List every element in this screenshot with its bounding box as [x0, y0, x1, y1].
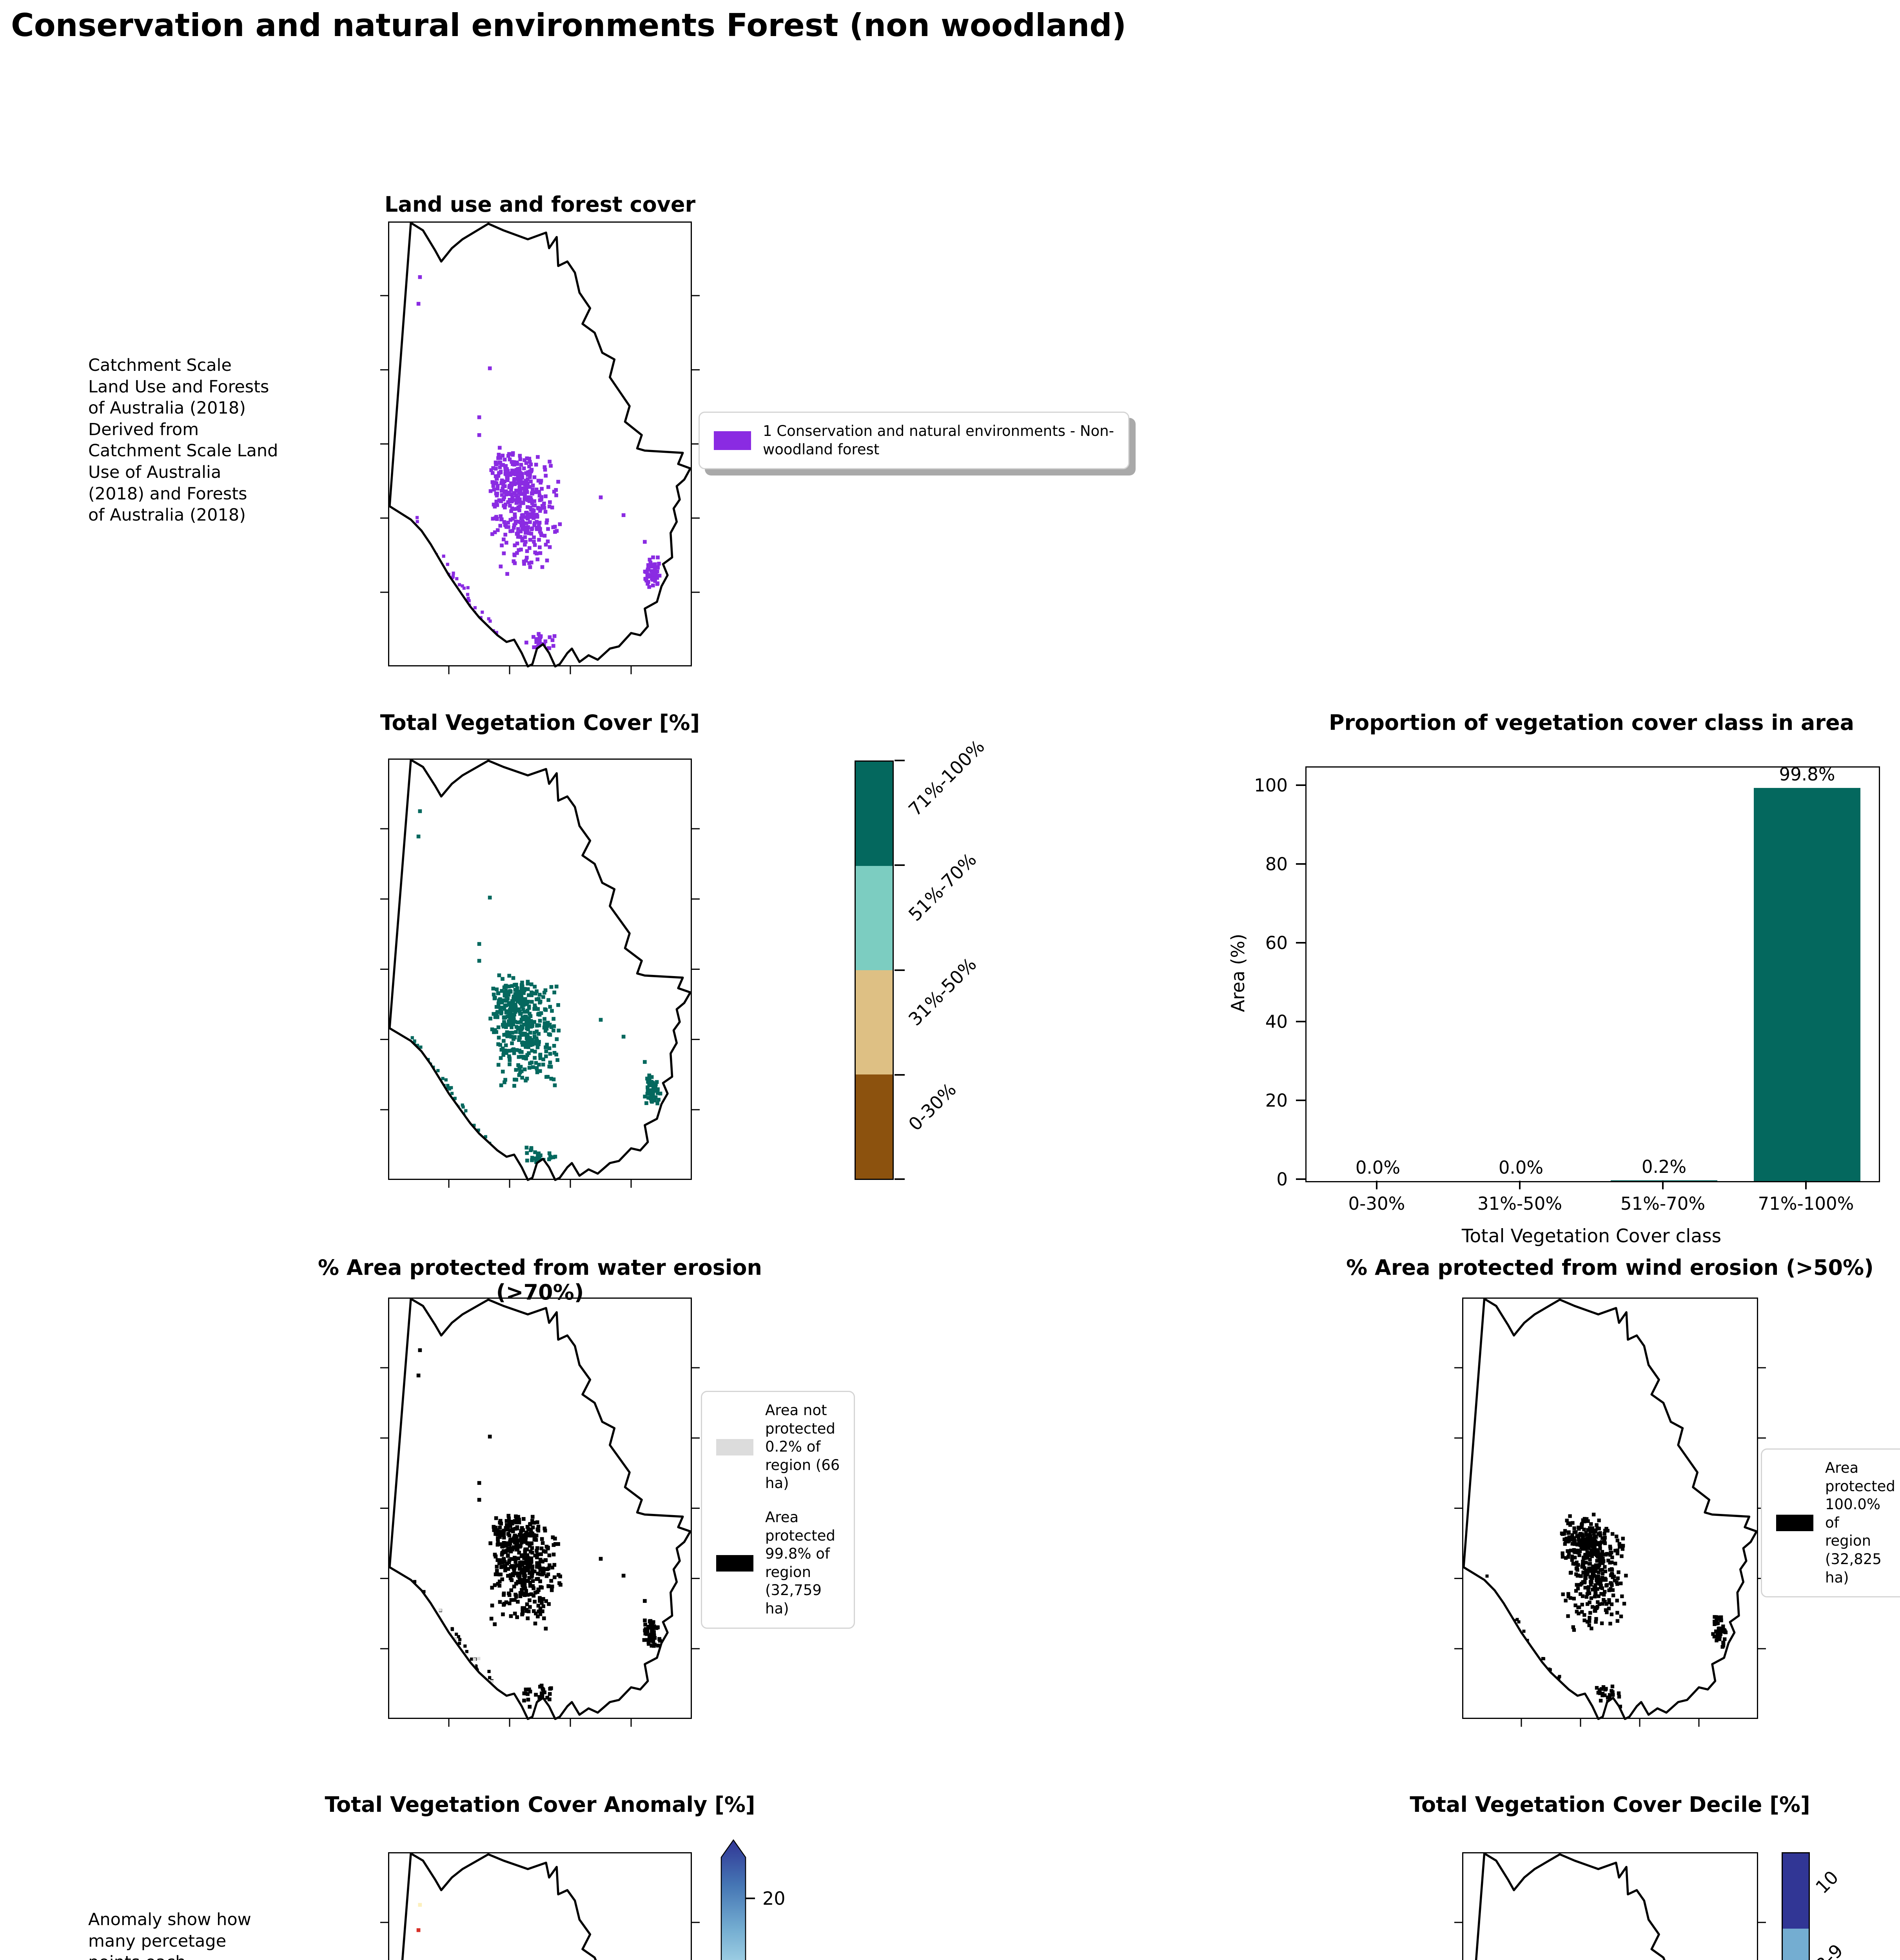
- tvc-colorbar-tick: [895, 760, 905, 761]
- tvc-colorbar-tick: [895, 1074, 905, 1076]
- tvc-colorbar-label-71-100: 71%-100%: [904, 735, 989, 820]
- barchart-plot: 0.0% 0.0% 0.2% 99.8%: [1305, 764, 1880, 1182]
- ytick-mark: [1296, 942, 1305, 944]
- landuse-legend-swatch: [714, 431, 751, 450]
- ytick-mark: [1296, 1021, 1305, 1022]
- xtick-71-100: 71%-100%: [1758, 1193, 1854, 1214]
- barchart-title: Proportion of vegetation cover class in …: [1328, 710, 1855, 735]
- bar-value-71-100: 99.8%: [1779, 764, 1835, 785]
- ytick-mark: [1296, 863, 1305, 865]
- xtick-mark: [1805, 1181, 1807, 1189]
- tvc-colorbar-label-31-50: 31%-50%: [904, 953, 981, 1030]
- xtick-31-50: 31%-50%: [1477, 1193, 1562, 1214]
- water-map-title: % Area protected from water erosion (>70…: [318, 1255, 762, 1305]
- decile-map: [1454, 1852, 1766, 1960]
- landuse-legend: 1 Conservation and natural environments …: [699, 412, 1129, 470]
- bar-value-51-70: 0.2%: [1641, 1156, 1687, 1177]
- ytick-0: 0: [1276, 1169, 1288, 1190]
- anomaly-colorbar: [720, 1839, 755, 1960]
- xtick-mark: [1376, 1181, 1377, 1189]
- decile-cb-label-8-9: 8-9: [1811, 1940, 1847, 1960]
- wind-map-title: % Area protected from wind erosion (>50%…: [1346, 1255, 1874, 1280]
- tvc-colorbar-label-51-70: 51%-70%: [904, 849, 981, 926]
- tvc-colorbar-tick: [895, 1178, 905, 1180]
- decile-seg-10: [1783, 1853, 1809, 1929]
- water-legend-swatch-protected: [716, 1555, 753, 1572]
- tvc-map-title: Total Vegetation Cover [%]: [380, 710, 700, 735]
- ytick-mark: [1296, 1178, 1305, 1180]
- anomaly-map: [380, 1852, 700, 1960]
- xtick-0-30: 0-30%: [1348, 1193, 1405, 1214]
- tvc-colorbar-tick: [895, 864, 905, 866]
- anomaly-map-title: Total Vegetation Cover Anomaly [%]: [325, 1792, 755, 1817]
- tvc-colorbar-seg-51-70: [856, 866, 893, 970]
- water-legend-entry-protected: Area protected 99.8% of region (32,759 h…: [716, 1508, 835, 1618]
- xtick-mark: [1519, 1181, 1521, 1189]
- ytick-20: 20: [1265, 1090, 1288, 1111]
- decile-seg-8-9: [1783, 1929, 1809, 1960]
- landuse-side-text: Catchment Scale Land Use and Forests of …: [88, 356, 278, 525]
- landuse-map-title: Land use and forest cover: [384, 192, 696, 217]
- water-legend-label-not-protected: Area not protected 0.2% of region (66 ha…: [765, 1402, 840, 1492]
- landuse-map: [380, 221, 700, 674]
- bar-value-31-50: 0.0%: [1498, 1157, 1544, 1178]
- decile-colorbar: [1782, 1852, 1810, 1960]
- water-legend-label-protected: Area protected 99.8% of region (32,759 h…: [765, 1509, 835, 1617]
- water-legend: Area not protected 0.2% of region (66 ha…: [701, 1391, 855, 1629]
- ytick-80: 80: [1265, 854, 1288, 875]
- landuse-legend-label: 1 Conservation and natural environments …: [763, 423, 1114, 458]
- water-legend-entry-not-protected: Area not protected 0.2% of region (66 ha…: [716, 1401, 840, 1493]
- wind-legend-label: Area protected 100.0% of region (32,825 …: [1825, 1459, 1895, 1586]
- ytick-mark: [1296, 784, 1305, 786]
- xtick-mark: [1662, 1181, 1664, 1189]
- tvc-colorbar-seg-71-100: [856, 762, 893, 866]
- xtick-51-70: 51%-70%: [1620, 1193, 1706, 1214]
- tvc-map: [380, 759, 700, 1188]
- tvc-colorbar-seg-0-30: [856, 1074, 893, 1179]
- tvc-colorbar: [855, 760, 894, 1180]
- anomaly-side-text: Anomaly show how many percetage points e…: [88, 1910, 251, 1960]
- anomaly-cb-tick-20: 20: [762, 1888, 786, 1909]
- page-title: Conservation and natural environments Fo…: [11, 7, 1127, 44]
- wind-legend: Area protected 100.0% of region (32,825 …: [1761, 1448, 1900, 1598]
- ytick-mark: [1296, 1100, 1305, 1101]
- tvc-colorbar-label-0-30: 0-30%: [904, 1079, 960, 1135]
- tvc-colorbar-seg-31-50: [856, 970, 893, 1074]
- tvc-colorbar-tick: [895, 969, 905, 971]
- wind-legend-swatch: [1776, 1515, 1813, 1532]
- water-legend-swatch-not-protected: [716, 1439, 753, 1455]
- ytick-40: 40: [1265, 1011, 1288, 1032]
- wind-erosion-map: [1454, 1298, 1766, 1727]
- water-erosion-map: [380, 1298, 700, 1727]
- bar-71-100: [1754, 788, 1860, 1181]
- ytick-100: 100: [1254, 775, 1288, 796]
- decile-cb-label-10: 10: [1811, 1866, 1843, 1898]
- bar-value-0-30: 0.0%: [1355, 1157, 1401, 1178]
- ytick-60: 60: [1265, 933, 1288, 953]
- decile-map-title: Total Vegetation Cover Decile [%]: [1410, 1792, 1810, 1817]
- barchart-xlabel: Total Vegetation Cover class: [1461, 1225, 1722, 1247]
- bar-51-70: [1611, 1180, 1717, 1181]
